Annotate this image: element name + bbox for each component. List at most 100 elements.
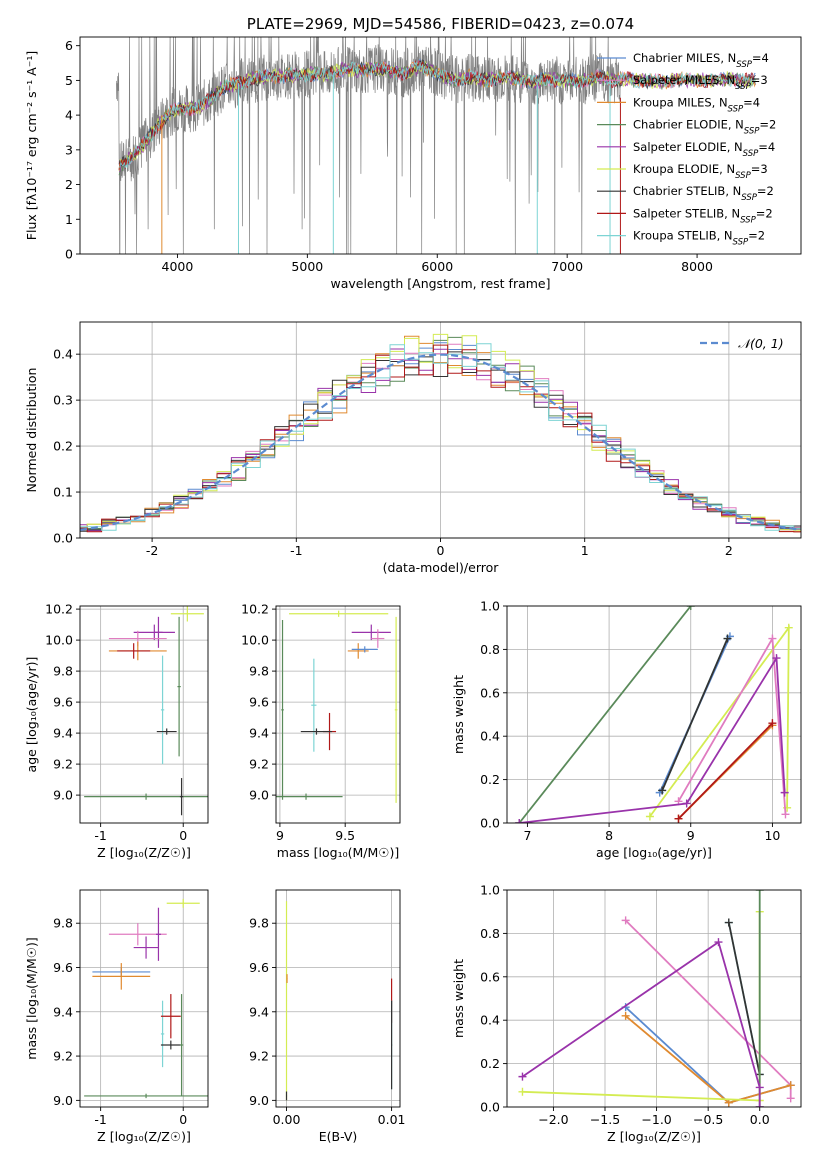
y-tick-label: 9.2 — [53, 1049, 73, 1064]
axes-frame — [79, 889, 209, 1108]
y-tick-label: 0.8 — [480, 642, 500, 657]
series-marker — [786, 1081, 795, 1090]
y-tick-label: 9.0 — [249, 788, 269, 803]
x-tick-label: 7 — [523, 828, 531, 843]
series-marker — [682, 799, 691, 808]
x-tick-label: 0.01 — [378, 1112, 406, 1127]
x-tick-label: 4000 — [162, 259, 194, 274]
series-marker — [645, 812, 654, 821]
y-tick-label: 9.4 — [249, 1004, 269, 1019]
series-marker — [658, 786, 667, 795]
y-axis-label: mass weight — [451, 959, 466, 1038]
x-tick-label: 9 — [687, 828, 695, 843]
y-tick-label: 4 — [65, 108, 73, 123]
axes-frame — [506, 889, 802, 1108]
y-tick-label: 9.4 — [53, 726, 73, 741]
series-marker — [772, 654, 781, 663]
series-marker — [755, 1103, 764, 1107]
axes-frame — [506, 605, 802, 824]
plot-area — [518, 890, 795, 1107]
x-tick-label: -1 — [94, 828, 106, 843]
panel-mass-weight-vs-age: 7 8 9 10 0.0 0.2 0.4 0.6 0.8 1.0 age [log₁₀(age/yr… — [451, 599, 802, 860]
legend: Chabrier MILES, NSSP=4 Salpeter MILES, NS… — [597, 51, 776, 248]
series-marker — [686, 606, 695, 610]
y-tick-label: 0.4 — [53, 347, 73, 362]
series-line-chabrier_elodie — [518, 606, 692, 823]
series-marker — [724, 918, 733, 927]
x-tick-label: 0 — [437, 543, 445, 558]
plot-area — [276, 610, 398, 803]
series-marker — [755, 1083, 764, 1092]
y-tick-label: 10.0 — [45, 633, 73, 648]
x-tick-label: −2.0 — [538, 1112, 568, 1127]
series-marker — [518, 1072, 527, 1081]
plot-area — [116, 37, 756, 254]
legend-entry: Salpeter ELODIE, NSSP=4 — [633, 140, 775, 159]
series-marker — [515, 819, 524, 823]
y-tick-label: 9.8 — [249, 916, 269, 931]
y-axis-label: Normed distribution — [24, 368, 39, 493]
x-axis-label: Z [log₁₀(Z/Z☉)] — [607, 1129, 701, 1144]
x-tick-label: 2 — [725, 543, 733, 558]
x-axis-label: E(B-V) — [319, 1129, 358, 1144]
y-tick-label: 0.8 — [480, 926, 500, 941]
x-tick-label: 9 — [276, 828, 284, 843]
x-tick-label: 5000 — [291, 259, 323, 274]
series-line-kroupa_elodie — [522, 911, 761, 1102]
y-axis-label: Flux [fλ10⁻¹⁷ erg cm⁻² s⁻¹ A⁻¹] — [24, 51, 39, 240]
legend-entry: Kroupa STELIB, NSSP=2 — [633, 229, 765, 248]
y-tick-label: 3 — [65, 142, 73, 157]
y-tick-label: 0.0 — [53, 531, 73, 546]
plot-area — [80, 333, 801, 533]
panel-mass-vs-z: -1 0 9.0 9.2 9.4 9.6 9.8 Z [log₁₀(Z/Z☉)] mass [l… — [24, 889, 209, 1144]
series-marker — [518, 1087, 527, 1096]
plot-area — [515, 606, 793, 823]
model-line-kroupa_stelib — [118, 60, 756, 169]
y-tick-label: 0.2 — [53, 439, 73, 454]
y-tick-label: 0.6 — [480, 969, 500, 984]
y-tick-label: 0.6 — [480, 685, 500, 700]
x-axis-label: age [log₁₀(age/yr)] — [596, 845, 712, 860]
panel-mass-weight-vs-z: −2.0 −1.5 −1.0 −0.5 0.0 0.0 0.2 0.4 0.6 0.8 1.0 Z [… — [451, 883, 802, 1144]
y-tick-label: 10.2 — [45, 602, 73, 617]
panel-age-vs-mass: 9 9.5 9.0 9.2 9.4 9.6 9.8 10.0 10.2 mass [log₁₀(M… — [241, 602, 401, 860]
x-tick-label: 1 — [581, 543, 589, 558]
legend-entry: Chabrier STELIB, NSSP=2 — [633, 184, 774, 203]
series-marker — [755, 890, 764, 894]
y-tick-label: 10.0 — [241, 633, 269, 648]
plot-area — [84, 606, 208, 816]
x-tick-label: 7000 — [551, 259, 583, 274]
y-tick-label: 5 — [65, 73, 73, 88]
y-tick-label: 9.2 — [53, 757, 73, 772]
series-marker — [786, 1094, 795, 1103]
y-tick-label: 2 — [65, 177, 73, 192]
plot-area — [285, 901, 393, 1101]
y-tick-label: 1.0 — [480, 883, 500, 898]
legend-entry: Chabrier MILES, NSSP=4 — [633, 51, 769, 70]
x-tick-label: 0 — [179, 828, 187, 843]
chart-title: PLATE=2969, MJD=54586, FIBERID=0423, z=0… — [247, 15, 634, 33]
series-marker — [784, 623, 793, 632]
x-axis-label: mass [log₁₀(M/M☉)] — [277, 845, 399, 860]
panel-residual-histogram: -2 -1 0 1 2 0.0 0.1 0.2 0.3 0.4 (data-model)/error… — [24, 321, 802, 575]
series-line-chabrier_stelib — [661, 638, 729, 791]
legend-entry: 𝒩(0, 1) — [738, 336, 784, 351]
y-axis-label: mass [log₁₀(M/M☉)] — [24, 937, 39, 1059]
histogram-kroupa_stelib — [80, 343, 801, 531]
series-marker — [768, 634, 777, 643]
y-tick-label: 9.0 — [249, 1093, 269, 1108]
series-line-salpeter_stelib — [677, 722, 774, 820]
y-tick-label: 0.0 — [480, 816, 500, 831]
x-tick-label: −1.5 — [590, 1112, 620, 1127]
x-axis-label: Z [log₁₀(Z/Z☉)] — [97, 1129, 191, 1144]
y-tick-label: 0.3 — [53, 393, 73, 408]
axes-frame — [79, 605, 209, 824]
panel-spectrum: 4000 5000 6000 7000 8000 0 1 2 3 4 5 6 wavelength [A… — [24, 15, 802, 291]
y-tick-label: 0.4 — [480, 1013, 500, 1028]
y-tick-label: 1 — [65, 212, 73, 227]
axes-frame — [275, 889, 401, 1108]
y-tick-label: 9.4 — [53, 1004, 73, 1019]
series-marker — [714, 938, 723, 947]
legend-entry: Chabrier ELODIE, NSSP=2 — [633, 118, 776, 137]
legend-entry: Kroupa ELODIE, NSSP=3 — [633, 162, 768, 181]
